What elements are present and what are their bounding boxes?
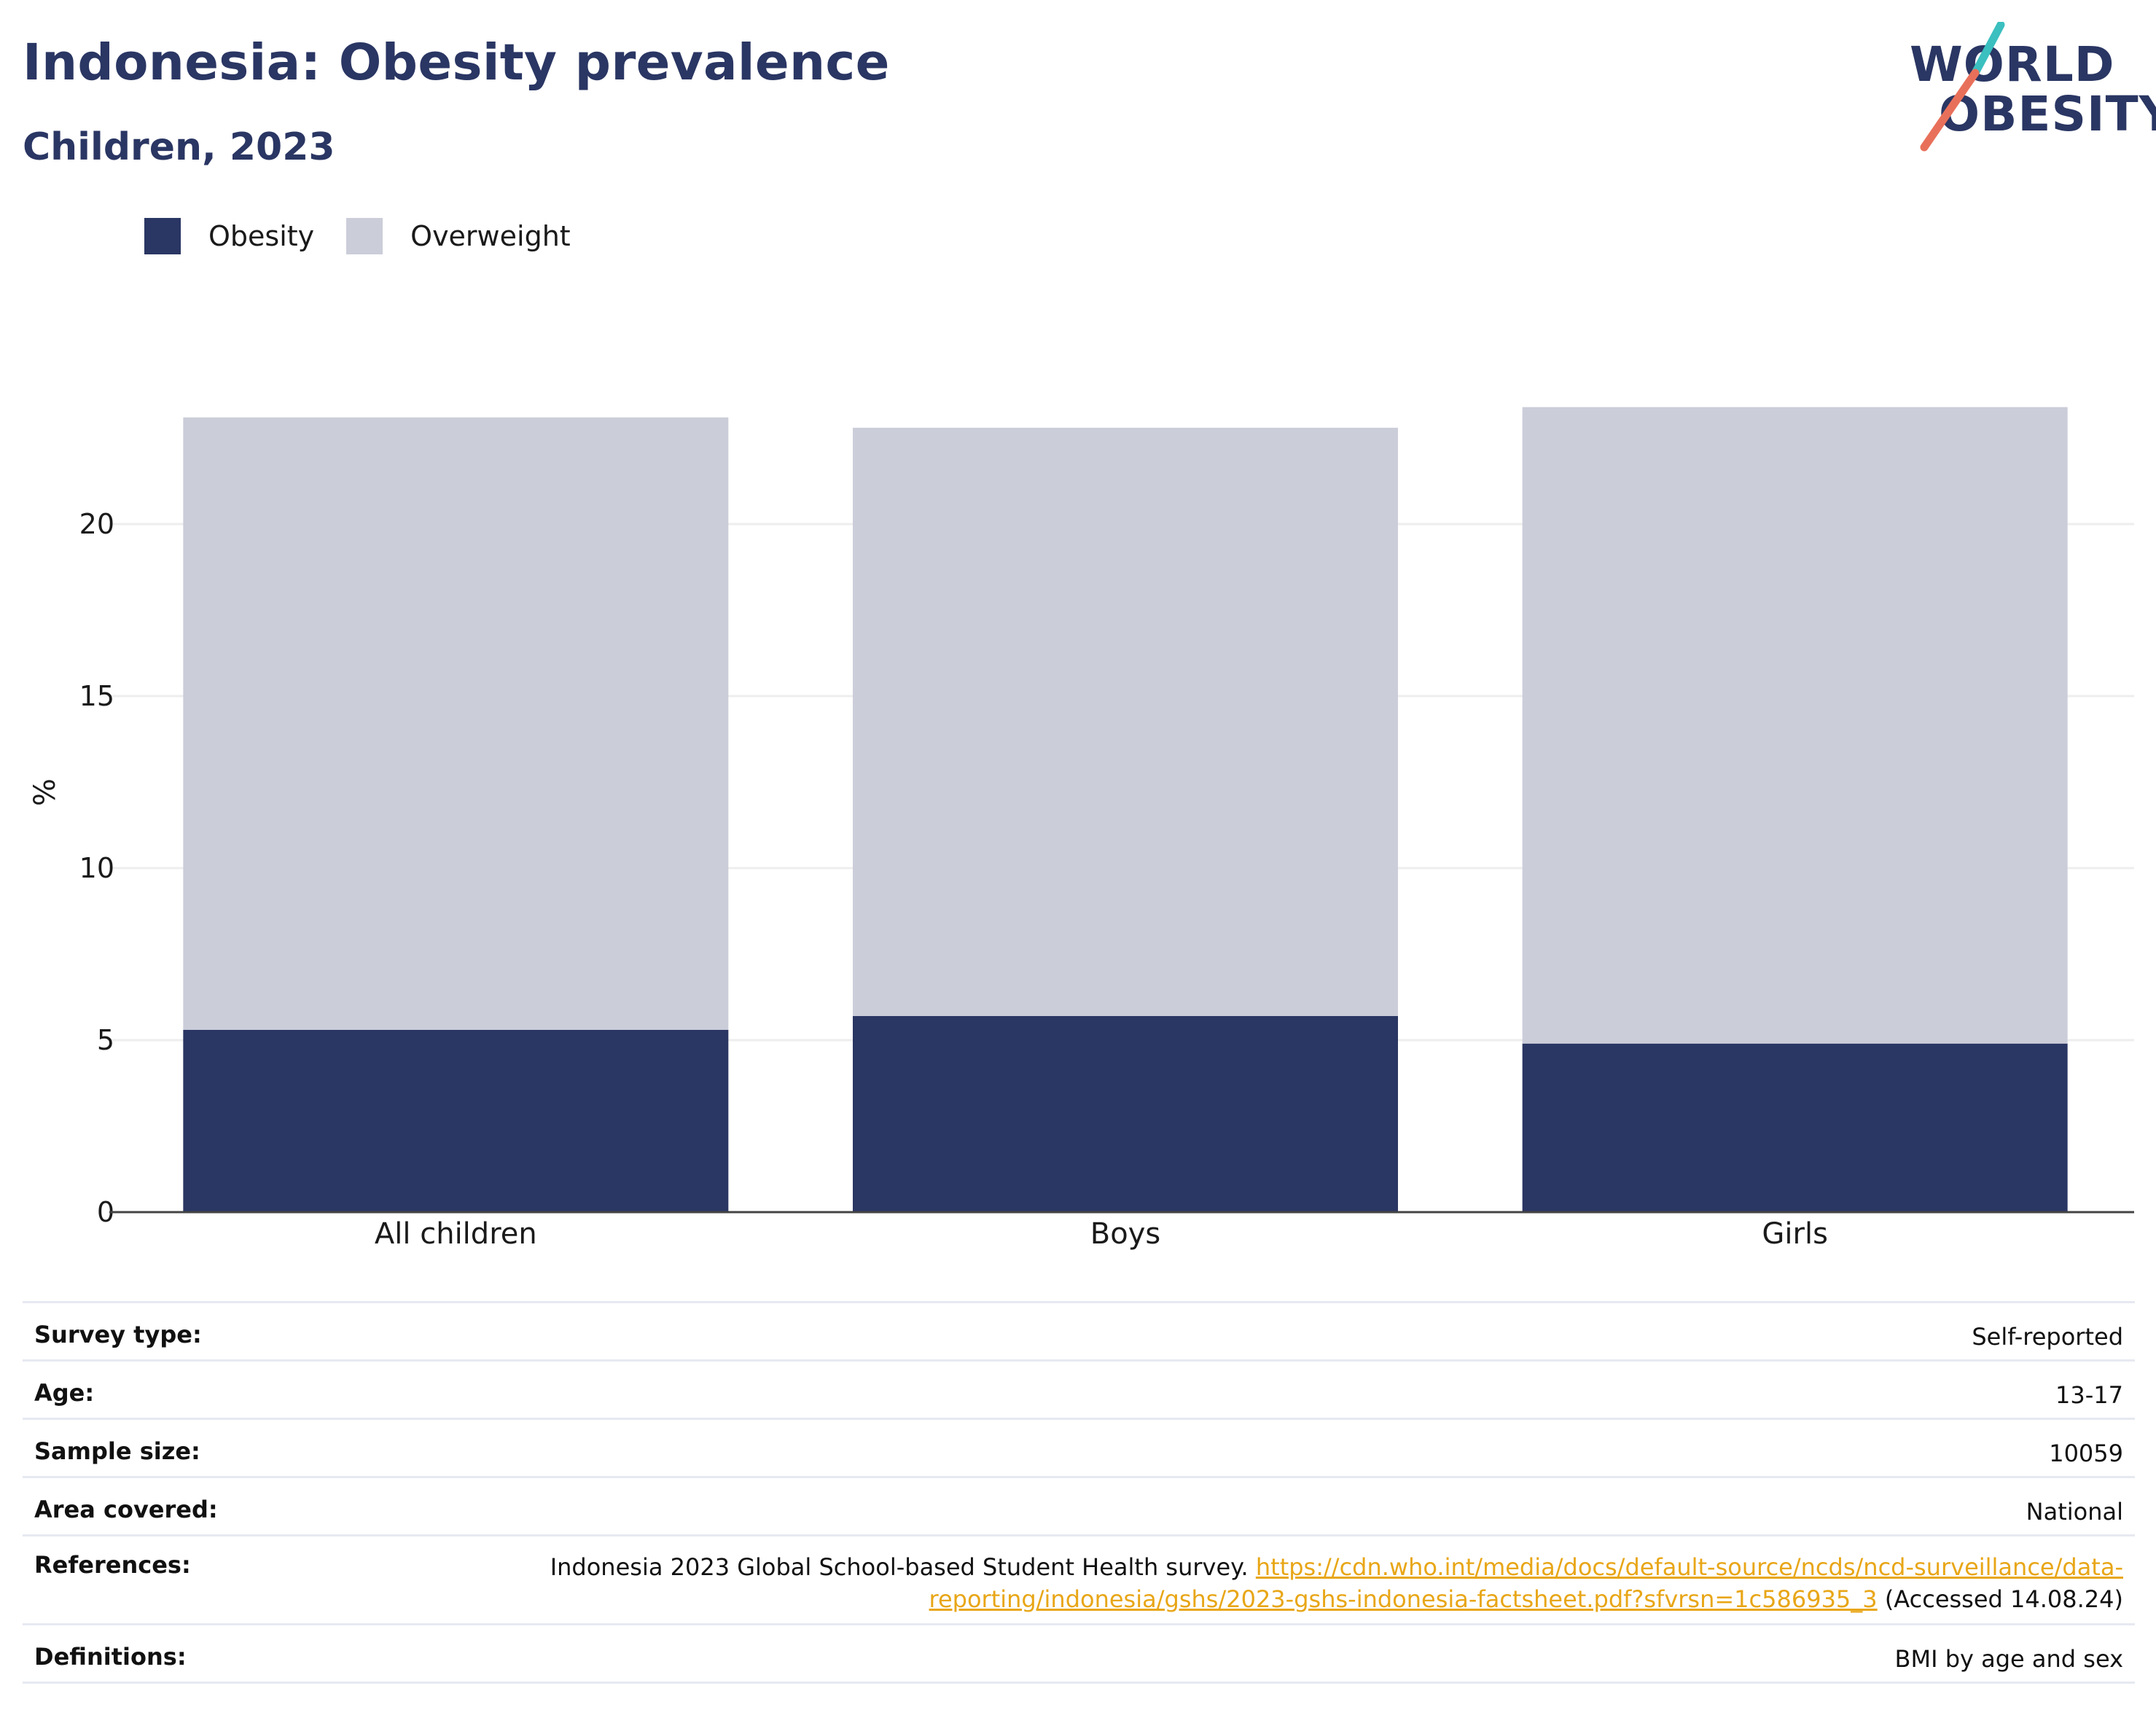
reference-link-line-1[interactable]: https://cdn.who.int/media/docs/default-s… bbox=[1255, 1553, 2123, 1581]
reference-link-line-2[interactable]: reporting/indonesia/gshs/2023-gshs-indon… bbox=[929, 1585, 1878, 1613]
page-title: Indonesia: Obesity prevalence bbox=[23, 34, 890, 92]
info-row-definitions: Definitions: BMI by age and sex bbox=[23, 1624, 2135, 1683]
survey-info-table: Survey type: Self-reported Age: 13-17 Sa… bbox=[23, 1301, 2135, 1684]
chart-legend: Obesity Overweight bbox=[144, 216, 603, 257]
info-row-area-covered: Area covered: National bbox=[23, 1477, 2135, 1536]
x-tick-label: Boys bbox=[1090, 1217, 1160, 1251]
legend-item-overweight[interactable]: Overweight bbox=[346, 218, 571, 254]
bar-obesity-girls bbox=[1522, 1043, 2068, 1212]
info-value: 10059 bbox=[2049, 1440, 2123, 1467]
legend-item-obesity[interactable]: Obesity bbox=[144, 218, 314, 254]
info-label: Age: bbox=[34, 1379, 95, 1407]
y-tick-label: 10 bbox=[79, 852, 114, 884]
bar-obesity-all-children bbox=[183, 1029, 729, 1212]
logo-line-2: OBESITY bbox=[1939, 86, 2156, 142]
info-row-age: Age: 13-17 bbox=[23, 1360, 2135, 1419]
legend-swatch-overweight bbox=[346, 218, 383, 254]
info-label: Survey type: bbox=[34, 1321, 202, 1348]
y-tick-label: 15 bbox=[79, 680, 114, 712]
reference-accessed: (Accessed 14.08.24) bbox=[1877, 1585, 2123, 1613]
bar-overweight-girls bbox=[1522, 407, 2068, 1044]
x-tick-label: All children bbox=[375, 1217, 537, 1251]
info-label: Definitions: bbox=[34, 1643, 187, 1671]
logo-slash-icon bbox=[1920, 22, 2005, 152]
info-label: Sample size: bbox=[34, 1437, 200, 1465]
page-subtitle: Children, 2023 bbox=[23, 125, 335, 169]
legend-swatch-obesity bbox=[144, 218, 181, 254]
y-tick-label: 5 bbox=[97, 1024, 114, 1056]
info-value: National bbox=[2026, 1498, 2123, 1526]
legend-label-overweight: Overweight bbox=[410, 220, 571, 252]
y-tick-label: 20 bbox=[79, 508, 114, 540]
info-label: References: bbox=[34, 1551, 191, 1579]
info-row-references: References: Indonesia 2023 Global School… bbox=[23, 1535, 2135, 1625]
info-label: Area covered: bbox=[34, 1496, 218, 1523]
bar-overweight-all-children bbox=[183, 417, 729, 1030]
info-value: 13-17 bbox=[2055, 1381, 2123, 1409]
info-value: Self-reported bbox=[1972, 1323, 2123, 1351]
world-obesity-logo: WORLD OBESITY bbox=[1895, 22, 2156, 153]
bar-overweight-boys bbox=[853, 427, 1398, 1016]
y-axis-title: % bbox=[28, 778, 62, 806]
legend-label-obesity: Obesity bbox=[208, 220, 315, 252]
x-tick-label: Girls bbox=[1762, 1217, 1828, 1251]
info-value-references: Indonesia 2023 Global School-based Stude… bbox=[483, 1536, 2135, 1625]
bar-obesity-boys bbox=[853, 1015, 1398, 1212]
reference-text: Indonesia 2023 Global School-based Stude… bbox=[550, 1553, 1256, 1581]
info-row-survey-type: Survey type: Self-reported bbox=[23, 1302, 2135, 1361]
logo-line-1: WORLD bbox=[1910, 36, 2115, 93]
info-row-sample-size: Sample size: 10059 bbox=[23, 1418, 2135, 1477]
info-value: BMI by age and sex bbox=[1894, 1645, 2123, 1673]
